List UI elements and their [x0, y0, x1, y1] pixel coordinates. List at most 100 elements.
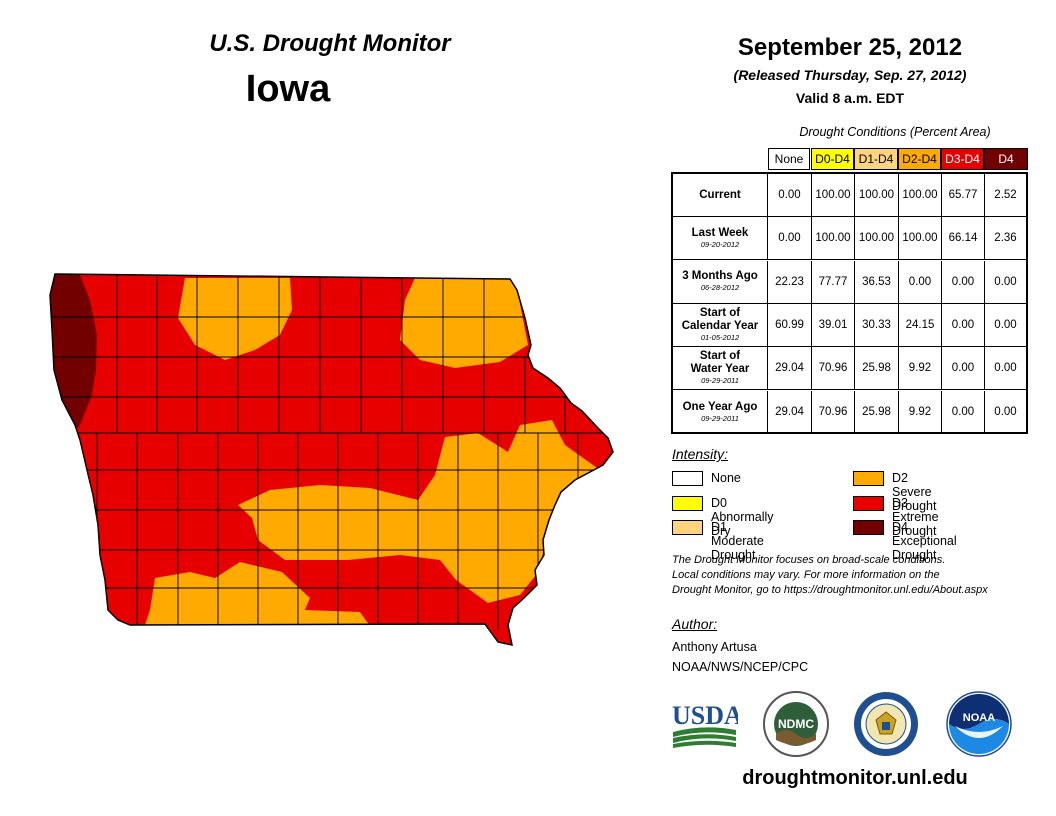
map-date: September 25, 2012 [737, 34, 963, 61]
legend-swatch-d2 [853, 471, 884, 486]
table-cell: 0.00 [768, 174, 812, 216]
website-url[interactable]: droughtmonitor.unl.edu [742, 767, 968, 789]
table-cell: 25.98 [855, 347, 899, 390]
author-heading: Author: [672, 616, 718, 632]
legend-swatch-d1 [672, 520, 703, 535]
table-cell: 39.01 [812, 303, 855, 346]
disclaimer-note: The Drought Monitor focuses on broad-sca… [672, 553, 1042, 598]
table-cell: 0.00 [942, 390, 985, 434]
table-cell: 0.00 [768, 217, 812, 260]
table-cell: 100.00 [812, 217, 855, 260]
legend-label-d2: D2 Severe Drought [892, 471, 937, 513]
legend-title: Intensity: [672, 446, 729, 462]
table-row: Last Week 09-20-2012 0.00 100.00 100.00 100.0… [673, 217, 1026, 261]
usda-logo-text: USDA [672, 701, 738, 730]
table-row: 3 Months Ago 06-28-2012 22.23 77.77 36.53 0.0… [673, 260, 1026, 304]
table-cell: 70.96 [812, 390, 855, 434]
table-cell: 2.36 [994, 232, 1017, 245]
row-date: 01-05-2012 [700, 332, 740, 342]
table-cell: 9.92 [899, 390, 942, 434]
valid-time: Valid 8 a.m. EDT [795, 90, 905, 106]
row-label-text: Last Week [691, 226, 749, 239]
row-label-text: Water Year [690, 363, 750, 376]
table-cell: 29.04 [768, 390, 812, 434]
row-label-text: Start of [699, 350, 741, 363]
legend-label-d4: D4 Exceptional Drought [892, 520, 957, 562]
author-org: NOAA/NWS/NCEP/CPC [672, 660, 809, 674]
col-header-d4: D4 [984, 148, 1028, 170]
table-cell: 70.96 [812, 347, 855, 390]
legend-label-d3: D3 Extreme Drought [892, 496, 939, 538]
legend-label-none: None [711, 471, 741, 485]
release-date: (Released Thursday, Sep. 27, 2012) [733, 67, 967, 83]
table-cell: 0.00 [994, 318, 1017, 331]
note-line-1: The Drought Monitor focuses on broad-sca… [672, 554, 946, 566]
row-label: Current [673, 174, 768, 216]
table-cell: 100.00 [855, 217, 899, 260]
table-cell: 2.52 [994, 189, 1017, 201]
table-cell: 100.00 [855, 174, 899, 216]
legend-swatch-d3 [853, 496, 884, 511]
table-cell: 77.77 [812, 260, 855, 303]
legend-swatch-d0 [672, 496, 703, 511]
ndmc-logo-text: NDMC [778, 717, 814, 731]
row-label-text: One Year Ago [682, 400, 758, 413]
table-cell: 24.15 [899, 303, 942, 346]
legend-swatch-none [672, 471, 703, 486]
table-row: Start of Water Year 09-29-2011 29.04 70.96 25… [673, 347, 1026, 391]
table-cell: 29.04 [768, 347, 812, 390]
table-cell: 0.00 [942, 347, 985, 390]
state-name: Iowa [245, 68, 331, 110]
iowa-drought-map [49, 273, 614, 646]
table-cell: 0.00 [899, 260, 942, 303]
d2-region-northeast [400, 278, 528, 368]
row-label-text: Start of [699, 306, 741, 319]
table-cell: 65.77 [942, 174, 985, 216]
d2-region-southeast [238, 420, 600, 603]
commerce-seal-logo[interactable] [852, 690, 920, 758]
legend-swatch-d4 [853, 520, 884, 535]
col-header-none: None [768, 148, 810, 170]
note-line-3[interactable]: Drought Monitor, go to https://droughtmo… [672, 584, 988, 596]
col-header-d3-d4: D3-D4 [941, 148, 984, 170]
row-label: One Year Ago 09-29-2011 [673, 390, 768, 434]
author-name: Anthony Artusa [672, 640, 757, 654]
table-row: One Year Ago 09-29-2011 29.04 70.96 25.98 9.9… [673, 390, 1026, 434]
table-cell: 36.53 [855, 260, 899, 303]
table-cell: 0.00 [942, 260, 985, 303]
table-cell: 100.00 [899, 217, 942, 260]
table-cell: 0.00 [994, 406, 1017, 418]
row-date: 09-20-2012 [700, 239, 740, 249]
col-header-d1-d4: D1-D4 [854, 148, 898, 170]
noaa-logo[interactable]: NOAA [945, 690, 1013, 758]
legend-label-d1: D1 Moderate Drought [711, 520, 764, 562]
row-label: Start of Water Year 09-29-2011 [673, 347, 768, 390]
table-caption: Drought Conditions (Percent Area) [799, 125, 991, 139]
author-block: Anthony Artusa NOAA/NWS/NCEP/CPC [672, 637, 808, 677]
table-cell: 100.00 [812, 174, 855, 216]
row-label: Start of Calendar Year 01-05-2012 [673, 303, 768, 346]
row-date: 09-29-2011 [701, 413, 739, 423]
row-label-text: Calendar Year [681, 319, 759, 332]
d2-region-north-central [178, 278, 292, 360]
ndmc-logo[interactable]: NDMC [762, 690, 830, 758]
table-row: Start of Calendar Year 01-05-2012 60.99 39.0… [673, 303, 1026, 347]
table-cell: 25.98 [855, 390, 899, 434]
col-header-d2-d4: D2-D4 [898, 148, 941, 170]
note-line-2: Local conditions may vary. For more info… [672, 569, 940, 581]
d2-region-south [140, 562, 380, 640]
table-cell: 22.23 [768, 260, 812, 303]
row-label-text: Current [699, 188, 741, 201]
table-cell: 60.99 [768, 303, 812, 346]
legend-label-d0: D0 Abnormally Dry [711, 496, 774, 538]
col-header-d0-d4: D0-D4 [811, 148, 854, 170]
usda-logo[interactable]: USDA [670, 700, 738, 750]
noaa-logo-text: NOAA [963, 712, 995, 724]
row-label: Last Week 09-20-2012 [673, 217, 768, 260]
table-cell: 0.00 [994, 362, 1017, 375]
table-cell: 0.00 [994, 275, 1017, 288]
table-cell: 100.00 [899, 174, 942, 216]
row-label-text: 3 Months Ago [682, 270, 758, 283]
map-title: U.S. Drought Monitor [209, 30, 451, 57]
table-cell: 0.00 [942, 303, 985, 346]
